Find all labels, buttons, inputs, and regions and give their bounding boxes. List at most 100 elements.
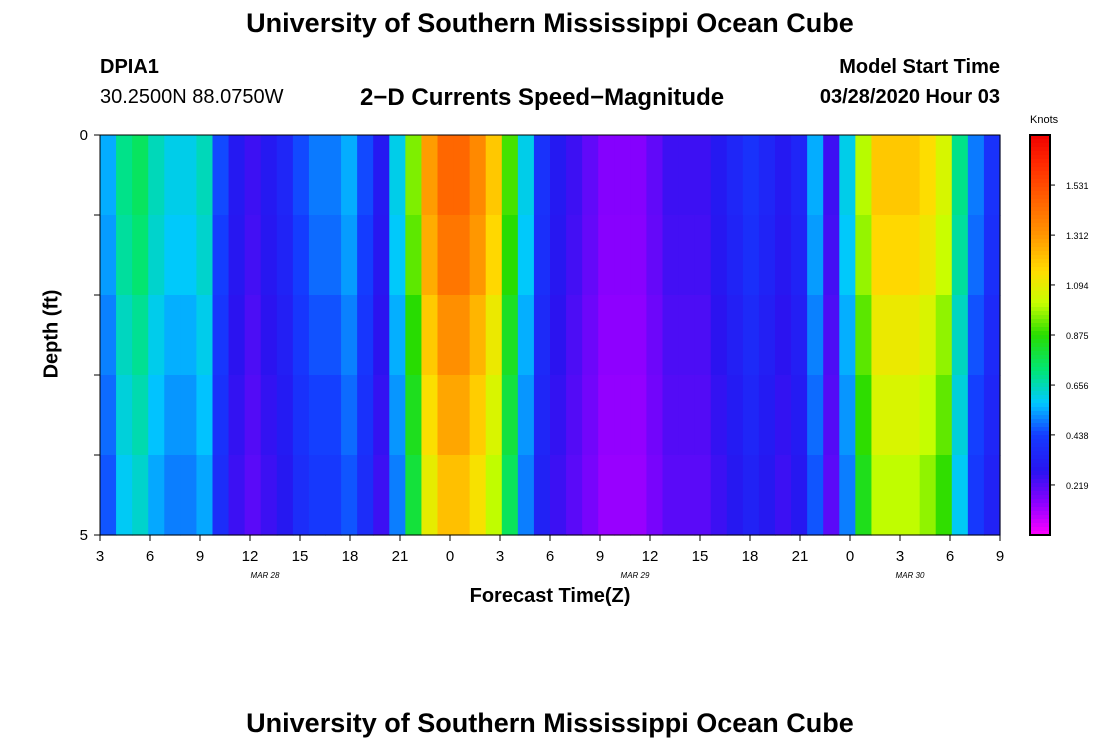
colorbar-segment (1030, 499, 1050, 504)
heatmap-cell (389, 375, 406, 456)
heatmap-cell (662, 135, 680, 216)
colorbar-segment (1030, 495, 1050, 500)
heatmap-cell (485, 455, 503, 536)
heatmap-cell (533, 375, 551, 456)
heatmap-cell (517, 375, 535, 456)
date-label: MAR 28 (251, 571, 280, 580)
heatmap-cell (325, 135, 342, 216)
x-tick-label: 0 (846, 548, 854, 565)
colorbar-segment (1030, 147, 1050, 152)
heatmap-cell (710, 455, 728, 536)
heatmap-cell (983, 455, 1001, 536)
heatmap-cell (582, 295, 599, 376)
colorbar-segment (1030, 283, 1050, 288)
heatmap-cell (983, 375, 1001, 456)
heatmap-cell (646, 455, 664, 536)
colorbar-segment (1030, 251, 1050, 256)
heatmap-cell (919, 375, 937, 456)
heatmap-cell (405, 375, 423, 456)
heatmap-cell (180, 455, 198, 536)
heatmap-cell (887, 455, 905, 536)
colorbar-tick-label: 1.312 (1066, 231, 1089, 241)
heatmap-cell (903, 215, 921, 296)
colorbar-segment (1030, 523, 1050, 528)
heatmap-cell (292, 295, 310, 376)
heatmap-cell (871, 295, 889, 376)
heatmap-cell (710, 215, 728, 296)
heatmap-cell (791, 135, 808, 216)
heatmap-cell (164, 455, 181, 536)
heatmap-cell (614, 455, 631, 536)
x-tick-label: 3 (496, 548, 504, 565)
heatmap-cell (839, 295, 856, 376)
model-start-value: 03/28/2020 Hour 03 (819, 86, 1000, 108)
colorbar-segment (1030, 391, 1050, 396)
heatmap-cell (726, 215, 744, 296)
heatmap-cell (453, 295, 471, 376)
colorbar-segment (1030, 379, 1050, 384)
colorbar-segment (1030, 371, 1050, 376)
heatmap-cell (871, 215, 889, 296)
heatmap-cell (646, 215, 664, 296)
colorbar-segment (1030, 355, 1050, 360)
colorbar-segment (1030, 231, 1050, 236)
colorbar-segment (1030, 311, 1050, 316)
heatmap-cell (357, 375, 374, 456)
colorbar-segment (1030, 347, 1050, 352)
heatmap-cell (758, 295, 776, 376)
heatmap-cell (501, 375, 519, 456)
heatmap-cell (807, 215, 824, 296)
heatmap-cell (614, 135, 631, 216)
x-tick-label: 6 (146, 548, 154, 565)
heatmap-cell (180, 295, 198, 376)
colorbar-segment (1030, 331, 1050, 336)
heatmap-cell (903, 295, 921, 376)
heatmap-cell (244, 215, 262, 296)
colorbar-segment (1030, 263, 1050, 268)
colorbar-segment (1030, 339, 1050, 344)
heatmap-cell (662, 375, 680, 456)
heatmap-cell (967, 295, 985, 376)
colorbar-segment (1030, 155, 1050, 160)
heatmap-cell (325, 375, 342, 456)
x-axis-label: Forecast Time(Z) (469, 585, 631, 607)
heatmap-cell (807, 375, 824, 456)
heatmap-cell (614, 375, 631, 456)
heatmap-cell (582, 455, 599, 536)
heatmap-cell (421, 135, 439, 216)
colorbar-segment (1030, 519, 1050, 524)
heatmap-cell (453, 455, 471, 536)
heatmap-cell (148, 455, 165, 536)
colorbar-segment (1030, 507, 1050, 512)
colorbar-segment (1030, 323, 1050, 328)
heatmap-cell (742, 135, 760, 216)
heatmap-cell (823, 375, 840, 456)
heatmap-cell (485, 375, 503, 456)
heatmap-cell (646, 295, 664, 376)
heatmap-cell (389, 215, 406, 296)
heatmap-cell (887, 295, 905, 376)
colorbar-segment (1030, 423, 1050, 428)
heatmap-cell (951, 375, 969, 456)
heatmap-cell (662, 455, 680, 536)
colorbar-segment (1030, 271, 1050, 276)
colorbar-segment (1030, 435, 1050, 440)
colorbar-segment (1030, 411, 1050, 416)
heatmap-cell (292, 455, 310, 536)
heatmap-cell (967, 215, 985, 296)
heatmap-cell (710, 295, 728, 376)
x-tick-label: 12 (642, 548, 659, 565)
heatmap-cell (758, 455, 776, 536)
x-tick-label: 18 (342, 548, 359, 565)
colorbar-segment (1030, 403, 1050, 408)
colorbar-segment (1030, 219, 1050, 224)
heatmap-cell (421, 375, 439, 456)
heatmap-cell (325, 455, 342, 536)
colorbar-segment (1030, 287, 1050, 292)
heatmap-cell (871, 375, 889, 456)
heatmap-cell (582, 215, 599, 296)
heatmap-cell (598, 135, 615, 216)
heatmap-cell (775, 375, 792, 456)
heatmap-cell (212, 215, 230, 296)
heatmap-cell (550, 295, 567, 376)
